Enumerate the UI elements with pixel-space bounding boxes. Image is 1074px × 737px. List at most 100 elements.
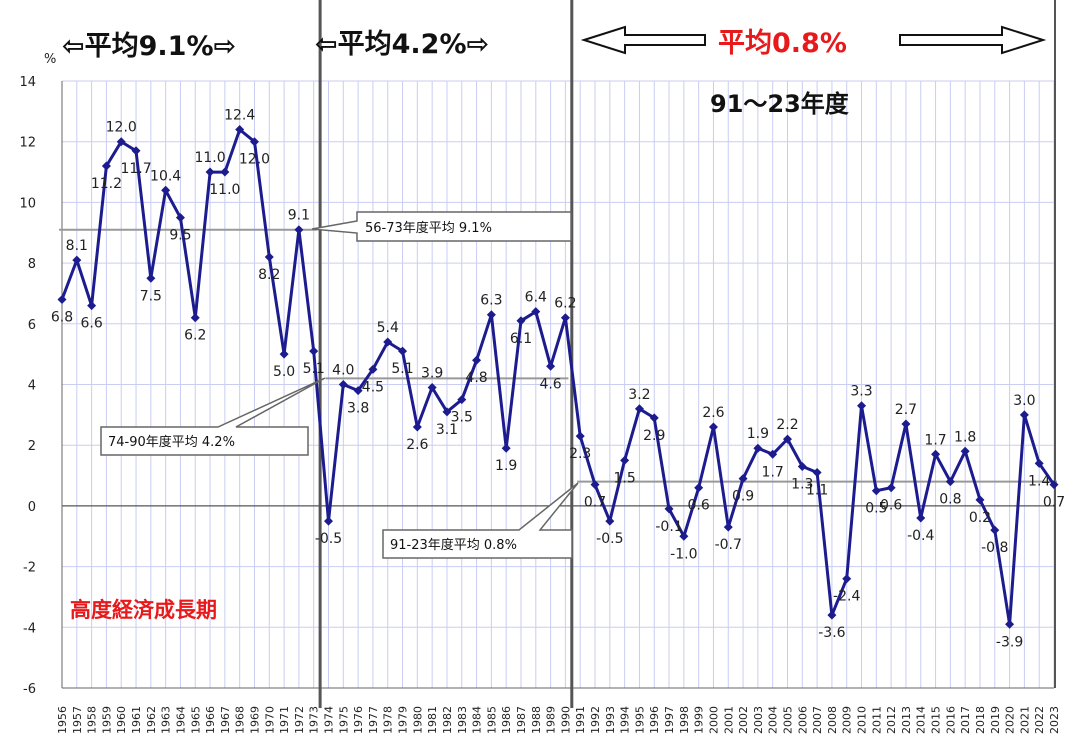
x-tick-label: 2013 <box>900 706 913 734</box>
x-axis-ticks: 1956 1957 1958 1959 1960 1961 1962 1963 1964 1965… <box>56 706 1061 734</box>
data-point <box>501 443 511 453</box>
data-label: 4.0 <box>332 363 354 379</box>
x-tick-label: 2020 <box>1004 706 1017 734</box>
data-point <box>235 125 245 135</box>
data-point <box>101 161 111 171</box>
data-point <box>294 225 304 235</box>
data-label: 11.0 <box>194 150 225 166</box>
x-tick-label: 2003 <box>752 706 765 734</box>
data-label: -1.0 <box>670 546 697 562</box>
data-point <box>279 349 289 359</box>
data-point <box>116 137 126 147</box>
x-tick-label: 1997 <box>663 706 676 734</box>
data-point <box>797 461 807 471</box>
data-label: 1.1 <box>806 483 828 499</box>
x-tick-label: 1972 <box>293 706 306 734</box>
x-tick-label: 2019 <box>989 706 1002 734</box>
data-point <box>249 137 259 147</box>
data-point <box>916 513 926 523</box>
x-tick-label: 1958 <box>86 706 99 734</box>
y-tick-label: -4 <box>23 621 36 636</box>
data-label: 4.5 <box>362 379 384 395</box>
data-point <box>427 383 437 393</box>
x-tick-label: 1979 <box>397 706 410 734</box>
data-label: 3.2 <box>628 387 650 403</box>
x-tick-label: 1982 <box>441 706 454 734</box>
data-point <box>782 434 792 444</box>
data-label: 3.9 <box>421 366 443 382</box>
data-label: 0.2 <box>969 510 991 526</box>
data-point <box>146 273 156 283</box>
x-tick-label: 1977 <box>367 706 380 734</box>
y-tick-label: 6 <box>28 318 36 333</box>
data-label: 1.5 <box>613 470 635 486</box>
data-label: 2.9 <box>643 428 665 444</box>
x-tick-label: 1995 <box>633 706 646 734</box>
data-label: 1.9 <box>747 426 769 442</box>
x-tick-label: 2005 <box>781 706 794 734</box>
x-tick-label: 1993 <box>604 706 617 734</box>
data-point <box>161 185 171 195</box>
x-tick-label: 1998 <box>678 706 691 734</box>
x-tick-label: 1987 <box>515 706 528 734</box>
y-tick-label: 14 <box>19 75 36 90</box>
data-label: 1.7 <box>762 464 784 480</box>
data-point <box>708 422 718 432</box>
data-point <box>812 468 822 478</box>
x-tick-label: 2006 <box>796 706 809 734</box>
x-tick-label: 2022 <box>1033 706 1046 734</box>
x-tick-label: 1962 <box>145 706 158 734</box>
x-tick-label: 1986 <box>500 706 513 734</box>
data-label: 5.0 <box>273 364 295 380</box>
period2-average-arrow: ⇦平均4.2%⇨ <box>315 29 489 60</box>
data-label: -3.6 <box>818 625 845 641</box>
data-label: 6.1 <box>510 331 532 347</box>
data-point <box>975 495 985 505</box>
data-label: 2.6 <box>406 437 428 453</box>
data-label: 1.8 <box>954 429 976 445</box>
x-tick-label: 1975 <box>337 706 350 734</box>
x-tick-label: 1965 <box>189 706 202 734</box>
y-tick-label: 0 <box>28 500 36 515</box>
data-point <box>738 474 748 484</box>
data-label: 8.1 <box>66 238 88 254</box>
data-point <box>412 422 422 432</box>
period3-double-arrow <box>580 25 1047 55</box>
period3-range-label: 91～23年度 <box>710 90 850 118</box>
data-point <box>827 610 837 620</box>
data-point <box>57 295 67 305</box>
data-point <box>442 407 452 417</box>
data-label: 6.8 <box>51 310 73 326</box>
data-point <box>931 449 941 459</box>
x-tick-label: 1988 <box>530 706 543 734</box>
avg-callout-1-text: 56-73年度平均 9.1% <box>365 220 492 236</box>
data-label: 0.9 <box>732 489 754 505</box>
data-label: -0.5 <box>596 531 623 547</box>
data-label: -0.4 <box>907 528 934 544</box>
x-tick-label: 1999 <box>693 706 706 734</box>
x-tick-label: 1967 <box>219 706 232 734</box>
data-label: 2.2 <box>776 417 798 433</box>
data-point <box>324 516 334 526</box>
data-label: 2.7 <box>895 402 917 418</box>
data-label: 6.6 <box>80 316 102 332</box>
data-point <box>175 213 185 223</box>
data-point <box>87 301 97 311</box>
data-label: 5.1 <box>303 361 325 377</box>
data-label: 6.2 <box>184 328 206 344</box>
x-tick-label: 1969 <box>248 706 261 734</box>
data-label: 4.8 <box>465 370 487 386</box>
data-label: 1.7 <box>924 432 946 448</box>
data-label: 11.7 <box>120 161 151 177</box>
data-label: 0.8 <box>939 492 961 508</box>
data-label: -2.4 <box>833 589 860 605</box>
data-point <box>723 522 733 532</box>
x-tick-label: 2008 <box>826 706 839 734</box>
x-tick-label: 1960 <box>115 706 128 734</box>
y-tick-label: 10 <box>19 196 36 211</box>
data-point <box>398 346 408 356</box>
data-label: 8.2 <box>258 267 280 283</box>
data-label: 3.1 <box>436 422 458 438</box>
growth-series <box>57 125 1059 629</box>
